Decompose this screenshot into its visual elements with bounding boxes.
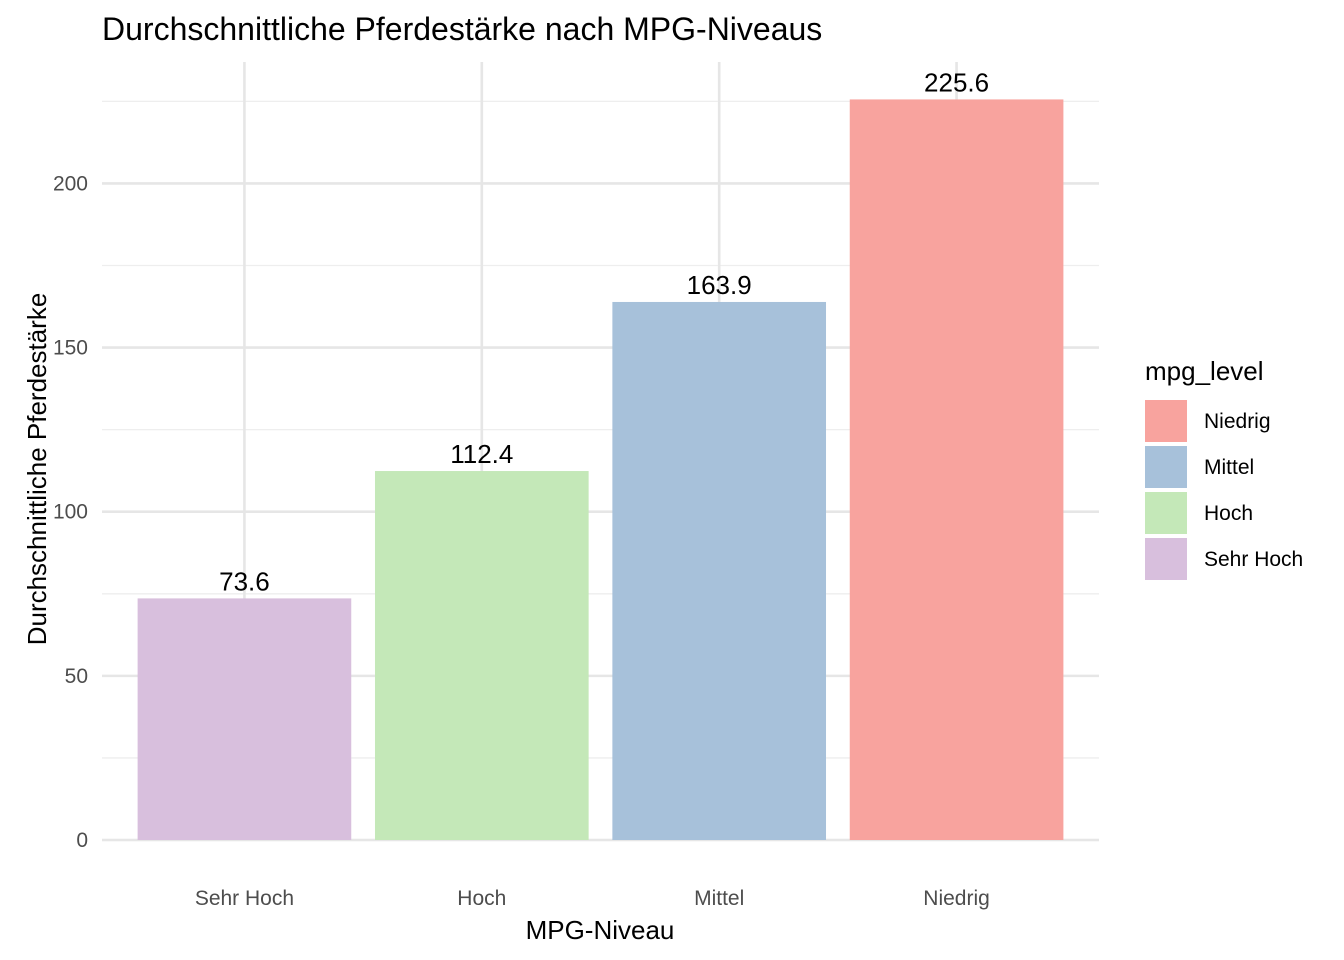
legend-key (1145, 400, 1187, 442)
bar-value-label: 225.6 (924, 67, 989, 97)
bar (612, 301, 827, 840)
bar (849, 99, 1064, 840)
chart-title: Durchschnittliche Pferdestärke nach MPG-… (102, 11, 822, 47)
x-tick-label: Niedrig (923, 887, 990, 910)
legend-label: Sehr Hoch (1204, 548, 1303, 571)
x-axis-ticks: Sehr Hoch Hoch Mittel Niedrig (195, 887, 990, 910)
legend-item: Mittel (1145, 446, 1254, 488)
y-axis-title: Durchschnittliche Pferdestärke (22, 293, 52, 646)
legend-title: mpg_level (1145, 356, 1264, 386)
x-tick-label: Hoch (457, 887, 506, 910)
x-tick-label: Mittel (694, 887, 744, 910)
legend-key (1145, 492, 1187, 534)
legend-item: Hoch (1145, 492, 1253, 534)
bar-value-label: 163.9 (687, 270, 752, 300)
legend-items: Niedrig Mittel Hoch Sehr Hoch (1145, 400, 1303, 580)
legend: mpg_level Niedrig Mittel Hoch Sehr Hoch (1145, 356, 1303, 580)
y-tick-label: 0 (76, 829, 88, 852)
y-tick-label: 50 (65, 665, 88, 688)
bar (374, 471, 589, 840)
bars-layer (137, 99, 1064, 840)
bar (137, 598, 352, 840)
x-axis-title: MPG-Niveau (526, 915, 675, 945)
legend-label: Niedrig (1204, 410, 1271, 433)
y-tick-label: 150 (53, 337, 88, 360)
legend-item: Niedrig (1145, 400, 1271, 442)
bar-value-label: 112.4 (450, 439, 513, 469)
legend-key (1145, 446, 1187, 488)
bar-labels-layer: 73.6 112.4 163.9 225.6 (219, 67, 989, 596)
legend-label: Hoch (1204, 502, 1253, 525)
legend-label: Mittel (1204, 456, 1254, 479)
y-axis-ticks: 0 50 100 150 200 (53, 172, 88, 852)
legend-item: Sehr Hoch (1145, 538, 1303, 580)
y-tick-label: 100 (53, 501, 88, 524)
y-tick-label: 200 (53, 172, 88, 195)
x-tick-label: Sehr Hoch (195, 887, 294, 910)
legend-key (1145, 538, 1187, 580)
bar-value-label: 73.6 (219, 566, 270, 596)
